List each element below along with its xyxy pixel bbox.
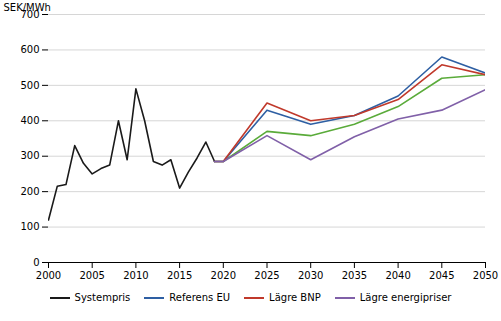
svg-text:500: 500: [20, 80, 39, 91]
svg-text:200: 200: [20, 186, 39, 197]
svg-text:100: 100: [20, 221, 39, 232]
svg-text:2015: 2015: [167, 270, 192, 281]
svg-text:2010: 2010: [123, 270, 148, 281]
svg-text:2045: 2045: [429, 270, 454, 281]
svg-text:2035: 2035: [342, 270, 367, 281]
svg-text:2040: 2040: [385, 270, 410, 281]
svg-text:700: 700: [20, 8, 40, 20]
html-text:Lägre BNP: Lägre BNP: [269, 292, 321, 303]
svg-text:2030: 2030: [298, 270, 323, 281]
svg-text:300: 300: [20, 150, 39, 161]
svg-text:2050: 2050: [473, 270, 498, 281]
svg-text:2025: 2025: [254, 270, 279, 281]
svg-text:600: 600: [20, 44, 39, 55]
html-text:Lägre energipriser: Lägre energipriser: [359, 292, 452, 303]
svg-text:2020: 2020: [211, 270, 236, 281]
svg-text:SEK/MWh: SEK/MWh: [4, 2, 51, 13]
svg-text:400: 400: [20, 115, 39, 126]
html-text:Referens EU: Referens EU: [169, 292, 231, 303]
svg-text:2000: 2000: [36, 270, 61, 281]
html-text:Systempris: Systempris: [74, 292, 131, 303]
svg-text:0: 0: [33, 257, 39, 268]
svg-text:2005: 2005: [79, 270, 104, 281]
